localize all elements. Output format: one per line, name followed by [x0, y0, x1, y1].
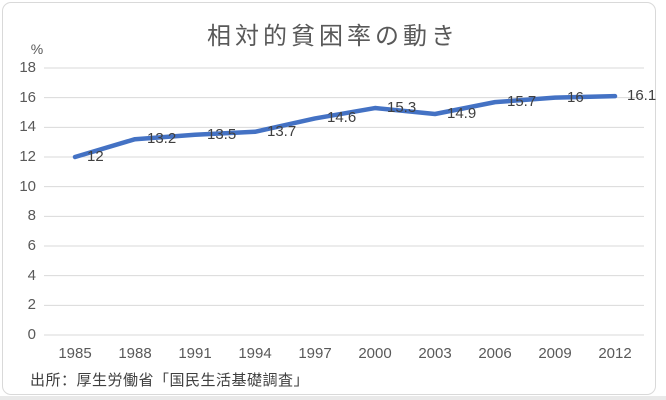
data-label: 15.7	[507, 93, 537, 111]
y-tick-label: 8	[27, 207, 36, 225]
y-tick-label: 4	[27, 266, 36, 284]
data-label: 13.5	[207, 125, 237, 143]
x-tick-label: 1988	[118, 345, 152, 362]
x-tick-label: 2009	[538, 345, 572, 362]
x-tick-label: 1985	[58, 345, 92, 362]
x-tick-label: 2003	[418, 345, 452, 362]
data-label: 12	[87, 148, 104, 165]
y-tick-label: 16	[19, 88, 36, 106]
x-tick-label: 2012	[598, 345, 632, 362]
data-label: 16	[567, 88, 584, 106]
y-tick-label: 12	[19, 148, 36, 165]
data-label: 16.1	[627, 87, 657, 105]
y-tick-label: 10	[19, 177, 36, 195]
data-label: 14.9	[447, 104, 477, 122]
x-tick-label: 2006	[478, 345, 512, 362]
y-tick-label: 0	[27, 326, 36, 343]
x-tick-label: 1997	[298, 345, 332, 362]
y-tick-label: 6	[27, 237, 36, 254]
data-label: 14.6	[327, 109, 357, 127]
x-tick-label: 1994	[238, 345, 272, 362]
data-label: 15.3	[387, 99, 417, 117]
data-label: 13.2	[147, 130, 177, 148]
data-series-line	[72, 93, 618, 160]
y-axis-unit-label: %	[30, 41, 44, 57]
x-tick-label: 2000	[358, 345, 392, 362]
chart-title: 相対的貧困率の動き	[207, 23, 459, 50]
data-label: 13.7	[267, 122, 297, 140]
y-tick-label: 18	[19, 59, 36, 76]
y-tick-label: 2	[27, 296, 36, 314]
y-tick-label: 14	[19, 118, 36, 136]
page-background-strip	[0, 396, 666, 400]
source-note: 出所：厚生労働省「国民生活基礎調査」	[30, 372, 310, 389]
x-tick-label: 1991	[178, 345, 212, 362]
